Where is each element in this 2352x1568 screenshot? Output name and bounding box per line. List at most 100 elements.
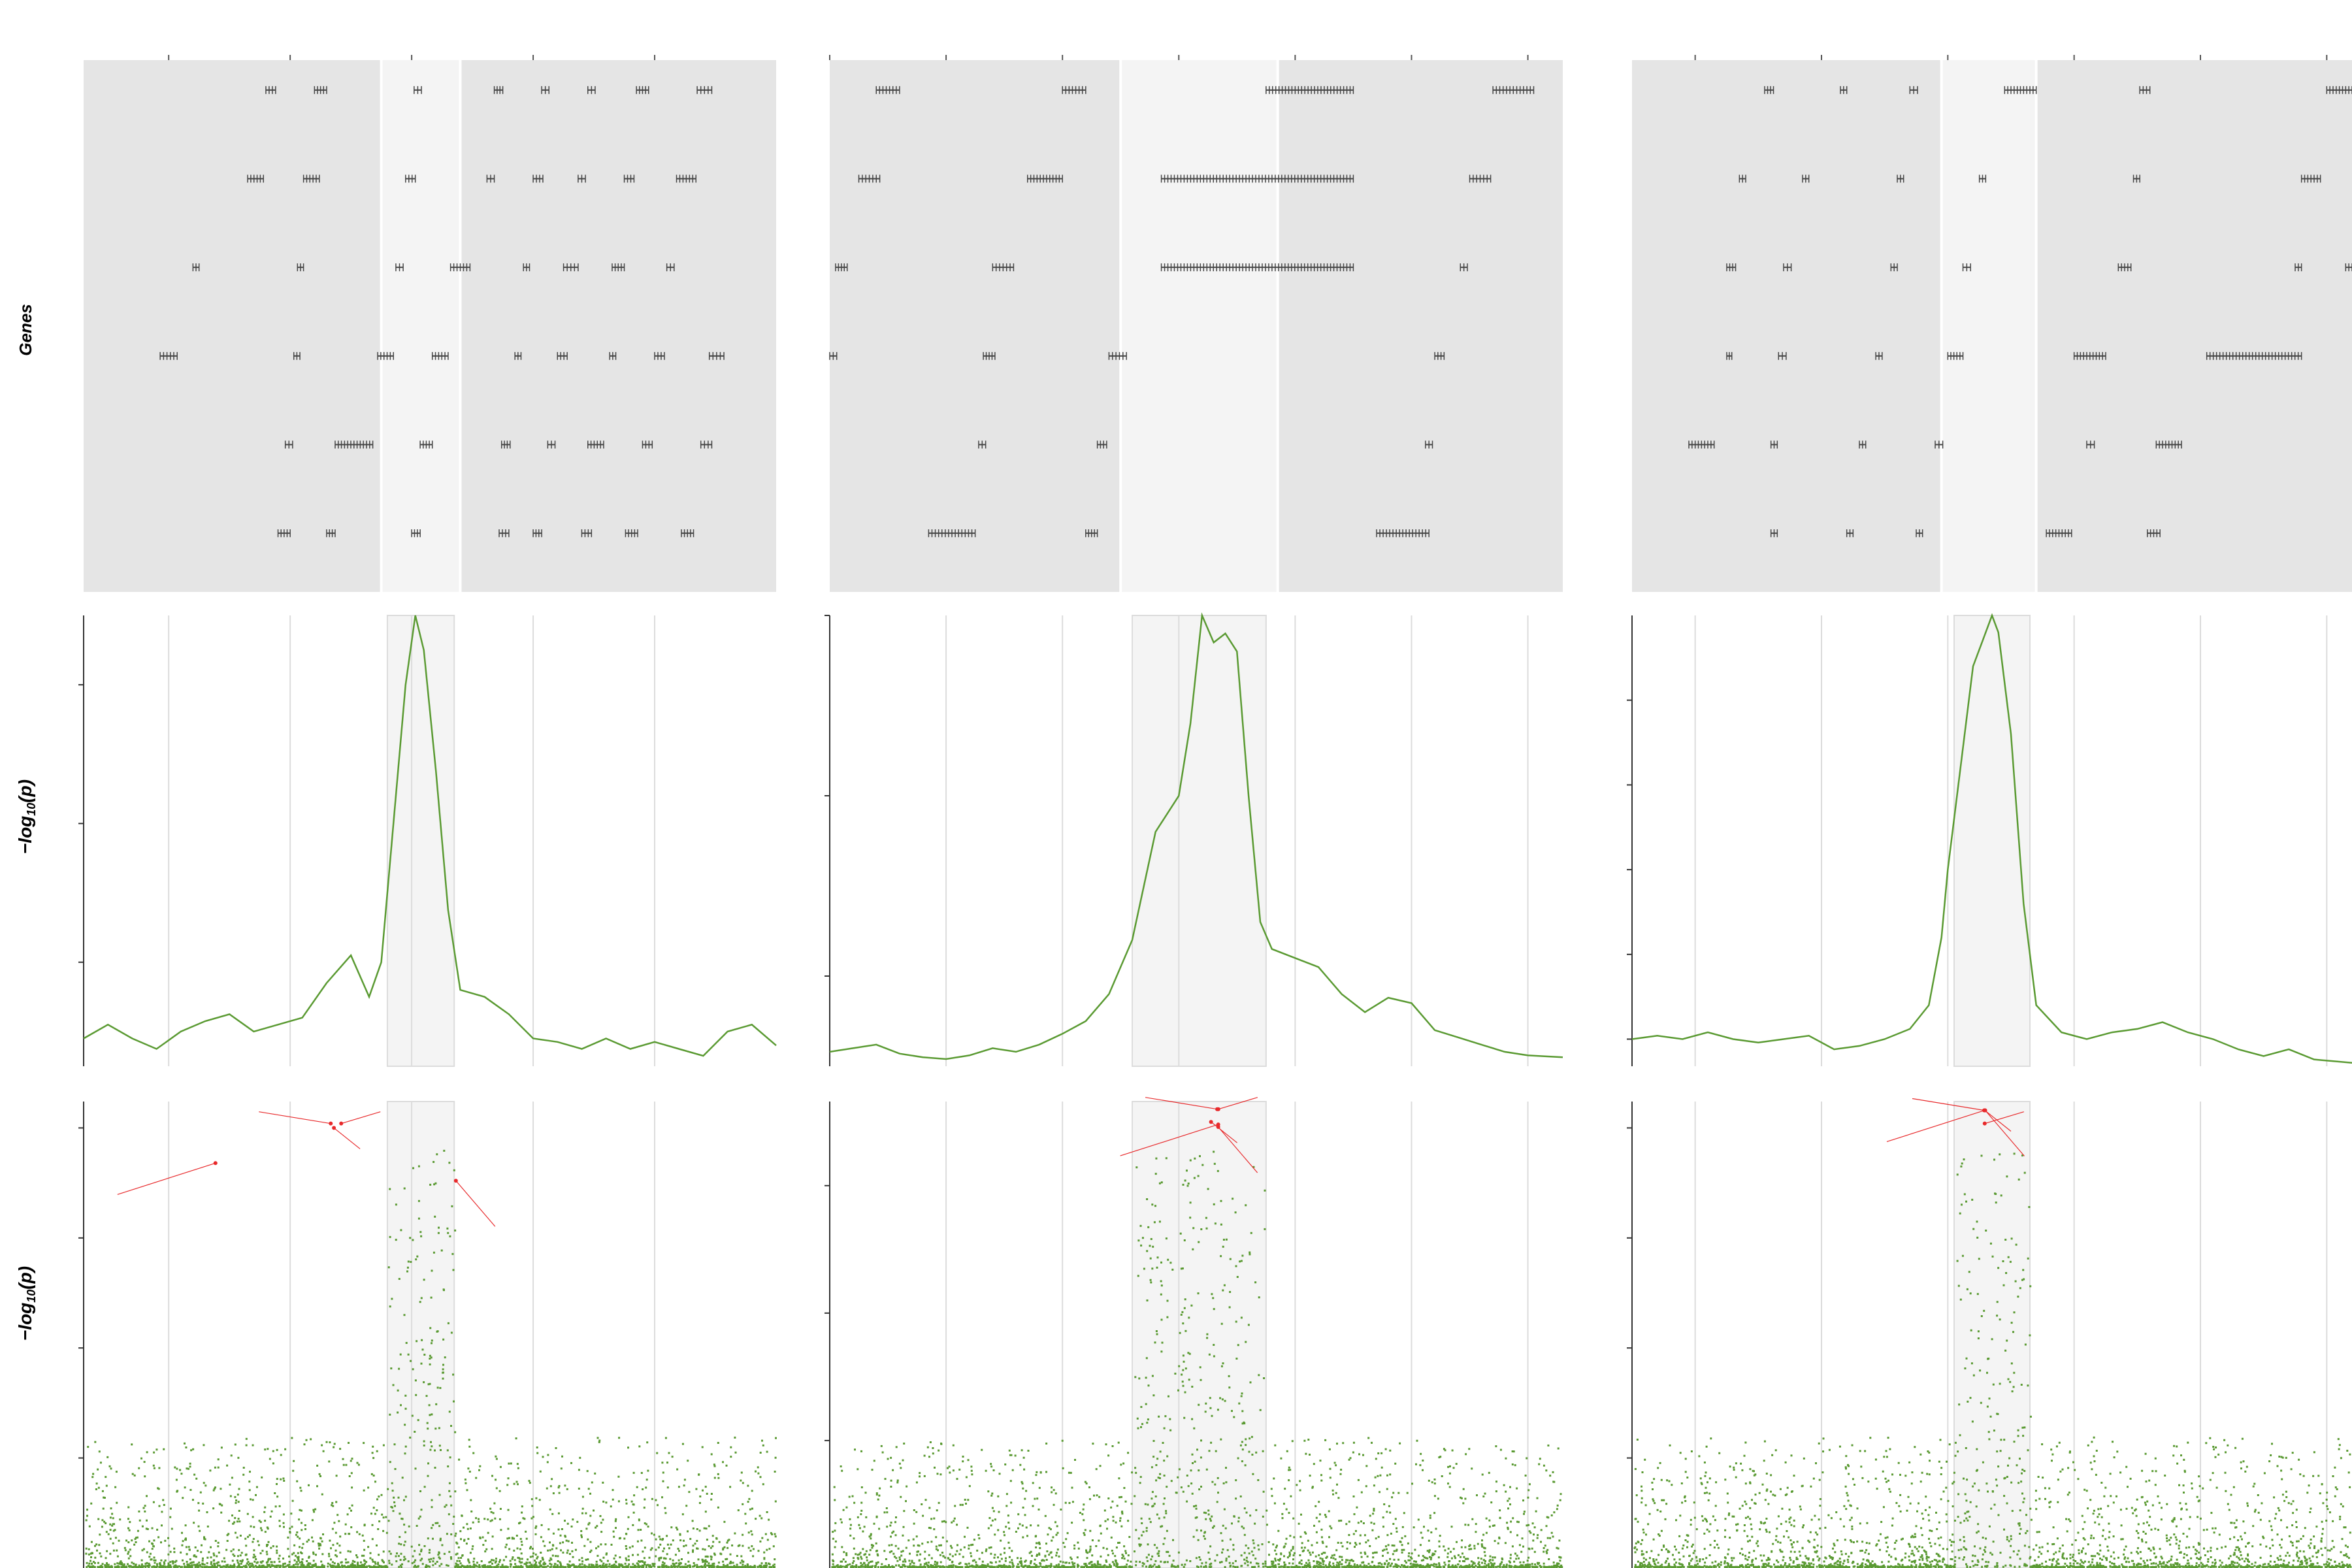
snp-annotation (332, 1126, 361, 1149)
snp-annotation (453, 1179, 496, 1227)
gene (265, 86, 276, 94)
gene (1160, 263, 1354, 272)
gene (514, 351, 522, 360)
panel-a (78, 55, 777, 1568)
gene-track-right (460, 60, 776, 592)
gene (1783, 263, 1792, 272)
smooth-y-label: −log10(p) (15, 779, 38, 854)
gene (587, 440, 604, 449)
gene (676, 174, 697, 183)
snp-leader-line (1120, 1124, 1218, 1156)
gene (1802, 174, 1810, 183)
gene (449, 263, 471, 272)
scatter-window-border (1132, 1101, 1267, 1568)
gene (500, 440, 511, 449)
gene (405, 174, 416, 183)
gene (1425, 440, 1433, 449)
smooth-y-label-sub: 10 (25, 803, 38, 816)
snp-leader-line (1912, 1098, 1985, 1111)
gene (293, 351, 301, 360)
scatter-window (1954, 1102, 2030, 1568)
smooth-y-label-main: −log (15, 816, 35, 854)
snp-leader-line (1218, 1097, 1258, 1110)
scatter-window (387, 1102, 455, 1568)
gene (623, 174, 635, 183)
gene-track-window (381, 60, 461, 592)
gene (1840, 86, 1848, 94)
gene (1978, 174, 1987, 183)
scatter-window-border (386, 1101, 455, 1568)
snp-leader-line (1145, 1097, 1218, 1110)
gene (377, 351, 394, 360)
gene (1726, 263, 1737, 272)
snp-annotation (1982, 1111, 2024, 1126)
smooth-line (83, 615, 777, 1057)
snp-leader-line (117, 1162, 216, 1195)
gene (1875, 351, 1883, 360)
smooth-line (1631, 613, 2352, 1064)
gene-track-window (1120, 60, 1278, 592)
gene (700, 440, 713, 449)
gene (1778, 351, 1787, 360)
gene (1846, 529, 1854, 538)
gene (1764, 86, 1774, 94)
gene (1492, 86, 1535, 94)
gene (835, 263, 848, 272)
gene (2004, 86, 2037, 94)
gene (581, 529, 593, 538)
gene (612, 263, 625, 272)
scatter-y-label: −log10(p) (15, 1266, 38, 1341)
gene (983, 351, 996, 360)
scatter-y-label-sub: 10 (25, 1290, 38, 1303)
gene (493, 86, 504, 94)
snp-leader-line (341, 1111, 381, 1124)
gene (2139, 86, 2151, 94)
gene (1096, 440, 1107, 449)
gene-track-right (1277, 60, 1563, 592)
gene (978, 440, 987, 449)
gene (1935, 440, 1944, 449)
gene (532, 174, 544, 183)
snp-annotation (117, 1161, 218, 1195)
gene (2147, 529, 2161, 538)
gene (654, 351, 665, 360)
snp-annotation (1216, 1097, 1258, 1111)
gene (2206, 351, 2302, 360)
gene (1460, 263, 1468, 272)
gene (1909, 86, 1918, 94)
gene (1027, 174, 1063, 183)
gene (431, 351, 449, 360)
gene-track-left (84, 60, 382, 592)
gene (1726, 351, 1733, 360)
panel-c (1627, 55, 2352, 1568)
gene (625, 529, 638, 538)
gene (992, 263, 1015, 272)
snp-annotation (1216, 1125, 1258, 1173)
scatter-y-label-main: −log (15, 1303, 35, 1341)
gene (2117, 263, 2132, 272)
gene (247, 174, 264, 183)
snp-annotation (259, 1111, 333, 1126)
gene-track-right (2036, 60, 2352, 592)
gene (159, 351, 178, 360)
snp-annotation (339, 1111, 381, 1126)
gene (2132, 174, 2140, 183)
gene (636, 86, 649, 94)
gene (1160, 174, 1354, 183)
gene (2155, 440, 2182, 449)
gene (523, 263, 531, 272)
smooth-y-label-tail: (p) (15, 779, 35, 803)
gene (708, 351, 725, 360)
gene (563, 263, 579, 272)
gene-track-window (1941, 60, 2036, 592)
snp-leader-line (1218, 1126, 1258, 1173)
gene (928, 529, 976, 538)
gene-track-left (830, 60, 1121, 592)
smooth-line (829, 612, 1563, 1060)
gene (1770, 440, 1778, 449)
snp-leader-line (1984, 1110, 2012, 1132)
panels (78, 55, 2352, 1568)
gene (192, 263, 200, 272)
gene (486, 174, 495, 183)
